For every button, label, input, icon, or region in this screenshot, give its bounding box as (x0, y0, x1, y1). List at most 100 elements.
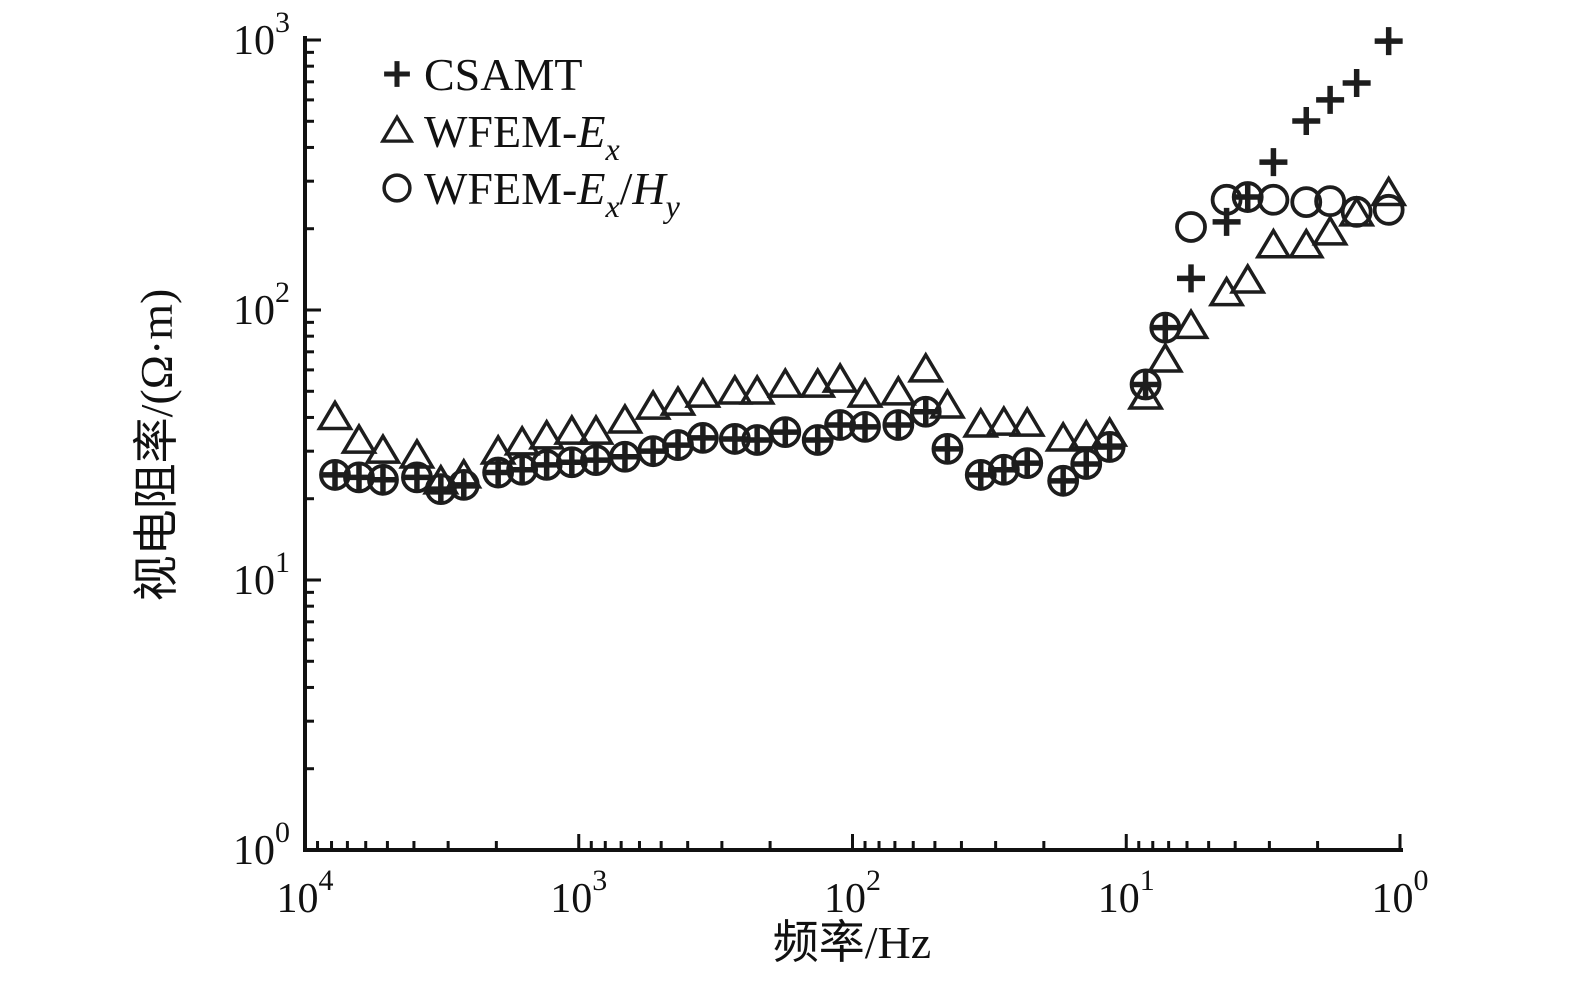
legend-circle-open-icon (382, 173, 412, 203)
csamt-marker (1259, 148, 1288, 177)
wfem-ex-marker (634, 388, 672, 420)
csamt-marker (771, 418, 800, 447)
y-tick-label: 103 (233, 6, 290, 64)
csamt-marker (989, 455, 1018, 484)
csamt-marker (851, 412, 880, 441)
wfem-ex-marker (528, 418, 566, 450)
legend-item-csamt: CSAMT (384, 49, 582, 100)
csamt-marker (368, 465, 397, 494)
wfem-ex-marker (503, 424, 541, 456)
csamt-marker (1233, 183, 1262, 212)
csamt-marker (803, 426, 832, 455)
csamt-marker (826, 411, 855, 440)
wfem-ex-marker (577, 413, 615, 445)
wfem-ex-marker (907, 351, 945, 383)
csamt-marker (663, 431, 692, 460)
wfem-ex-marker (1172, 307, 1210, 340)
csamt-marker (743, 426, 772, 455)
wfem-ex-marker (1370, 175, 1408, 207)
y-axis-title: 视电阻率/(Ω·m) (131, 289, 182, 602)
x-tick-label: 100 (1372, 864, 1429, 922)
wfem-ex-marker (1338, 195, 1376, 227)
csamt-marker (933, 434, 962, 463)
wfem-ex-marker (1044, 420, 1082, 452)
csamt-marker (532, 450, 561, 479)
csamt-marker (1013, 449, 1042, 478)
legend-label: WFEM-Ex (424, 106, 620, 167)
csamt-marker (484, 458, 513, 487)
csamt-marker (1151, 313, 1180, 342)
csamt-marker (1212, 207, 1241, 236)
legend-item-wfem-ex: WFEM-Ex (379, 106, 620, 167)
csamt-marker (1316, 85, 1345, 114)
legend-label: CSAMT (424, 49, 582, 100)
wfem-ex-marker (799, 366, 837, 398)
x-tick-label: 102 (824, 864, 881, 922)
series-wfem-ex (316, 175, 1408, 495)
wfem-ex-marker (553, 413, 591, 445)
wfem-ex-marker (1008, 405, 1046, 437)
csamt-marker (1095, 432, 1124, 461)
series-layer (316, 27, 1408, 506)
csamt-marker (688, 423, 717, 452)
legend-label: WFEM-Ex/Hy (424, 163, 681, 224)
y-tick-label: 102 (233, 276, 290, 334)
wfem-ex-marker (821, 361, 859, 393)
csamt-marker (1049, 466, 1078, 495)
x-tick-label: 104 (277, 864, 334, 922)
csamt-marker (1292, 107, 1321, 136)
wfem-ex-marker (340, 422, 378, 454)
wfem-ex-marker (1067, 418, 1105, 450)
wfem-ex-marker (684, 376, 722, 408)
csamt-marker (639, 437, 668, 466)
legend-triangle-open-icon (379, 114, 415, 143)
x-tick-label: 101 (1098, 864, 1155, 922)
wfem-ex-marker (316, 399, 354, 431)
wfem-ex-marker (716, 373, 754, 405)
wfem-ex-marker (364, 432, 402, 464)
csamt-marker (1072, 449, 1101, 478)
wfem-ex-marker (846, 376, 884, 408)
wfem-ex-marker (1146, 341, 1184, 373)
series-wfem-ex-hy (319, 181, 1405, 506)
csamt-marker (557, 448, 586, 477)
csamt-marker (884, 411, 913, 440)
csamt-marker (426, 475, 455, 504)
wfem-ex-marker (606, 402, 644, 434)
csamt-marker (344, 463, 373, 492)
wfem-ex-marker (879, 374, 917, 406)
csamt-marker (610, 442, 639, 471)
csamt-marker (402, 463, 431, 492)
wfem-ex-marker (766, 366, 804, 398)
wfem-ex-marker (1229, 262, 1267, 294)
legend-plus-icon (384, 61, 410, 87)
series-csamt (320, 27, 1403, 504)
wfem-ex-marker (1311, 214, 1349, 246)
legend-item-wfem-ex-hy: WFEM-Ex/Hy (382, 163, 681, 224)
csamt-marker (1342, 69, 1371, 98)
axes-layer: 104 103 102 101 100 100 101 102 103 (233, 6, 1429, 922)
x-axis-title: 频率/Hz (773, 917, 931, 968)
y-tick-label: 101 (233, 546, 290, 604)
csamt-marker (911, 397, 940, 426)
wfem-ex-hy-marker (1257, 183, 1290, 216)
wfem-ex-hy-marker (1290, 186, 1323, 218)
csamt-marker (581, 446, 610, 475)
y-tick-label: 100 (233, 816, 290, 874)
x-tick-label: 103 (550, 864, 607, 922)
wfem-ex-marker (928, 387, 967, 419)
csamt-marker (966, 460, 995, 489)
csamt-marker (1131, 370, 1160, 399)
wfem-ex-hy-marker (1175, 211, 1207, 243)
csamt-marker (508, 455, 537, 484)
csamt-marker (320, 460, 349, 489)
wfem-ex-marker (1126, 378, 1165, 410)
csamt-marker (1177, 264, 1206, 293)
wfem-ex-marker (738, 373, 776, 405)
wfem-ex-marker (659, 384, 697, 416)
wfem-ex-hy-marker (1372, 193, 1405, 226)
csamt-marker (449, 470, 478, 499)
